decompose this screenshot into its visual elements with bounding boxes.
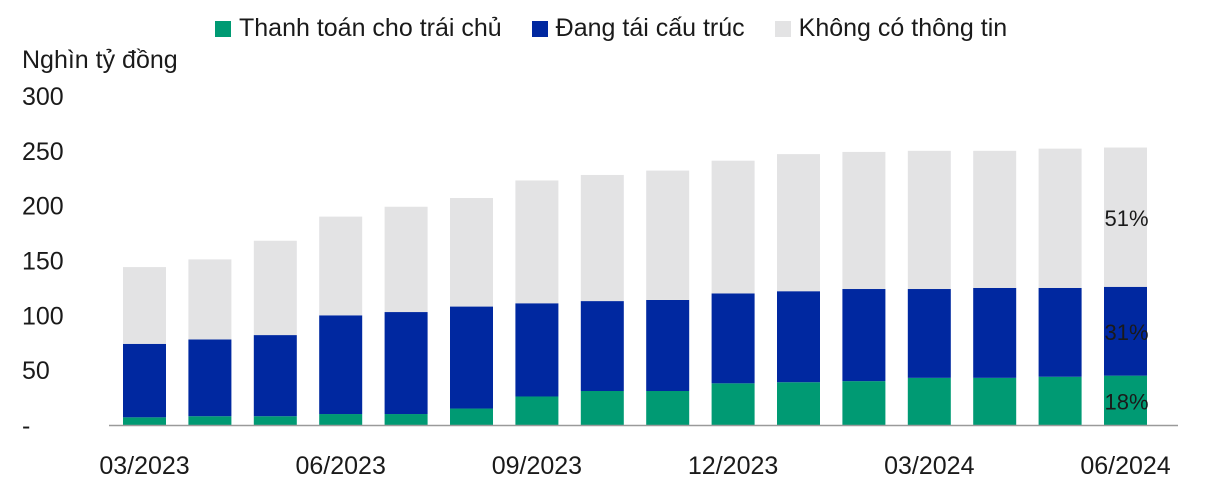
bar-segment-series-2 [580,174,624,302]
bar-segment-series-1 [123,343,166,418]
bar-segment-series-1 [1038,287,1082,377]
bar-segment-series-1 [646,299,690,392]
bar-segment-series-1 [907,289,951,378]
legend-swatch-no-info [774,20,791,37]
bar-segment-series-0 [515,396,559,425]
bar-segment-series-0 [646,391,690,425]
bar-segment-series-1 [842,289,886,382]
bar-segment-series-1 [1104,286,1147,376]
y-tick-label: 250 [22,138,64,166]
bar-segment-series-2 [188,259,232,340]
bar-segment-series-1 [384,312,428,415]
x-tick-label: 03/2023 [99,452,189,480]
y-tick-label: 50 [22,357,50,385]
legend-label-payment: Thanh toán cho trái chủ [239,14,502,42]
y-tick-label: - [22,412,30,440]
bar-segment-series-2 [711,160,755,294]
bar-segment-series-2 [777,154,820,292]
bar-segment-series-1 [188,339,232,417]
bar-segment-series-0 [188,416,232,425]
legend-item-no-info: Không có thông tin [774,14,1008,43]
legend-swatch-payment [215,20,231,37]
x-tick-label: 06/2023 [296,452,386,480]
bar-segment-series-0 [907,377,951,425]
bar-segment-series-2 [646,170,690,300]
bar-segment-series-2 [515,180,559,304]
legend: Thanh toán cho trái chủ Đang tái cấu trú… [215,14,1007,43]
y-axis-label: Nghìn tỷ đồng [22,46,178,74]
bar-segment-series-1 [580,301,624,392]
bar-segment-series-2 [1104,147,1147,287]
x-tick-label: 09/2023 [492,452,582,480]
bar-segment-series-0 [777,382,820,425]
bar-segment-series-0 [711,383,755,425]
x-tick-label: 06/2024 [1080,452,1170,480]
data-label-percent: 51% [1104,206,1148,231]
bar-segment-series-2 [907,150,951,290]
bar-segment-series-0 [123,417,166,425]
bar-segment-series-0 [319,414,363,425]
bar-segment-series-0 [1104,375,1147,425]
legend-label-restructuring: Đang tái cấu trúc [555,14,745,42]
bar-segment-series-0 [842,381,886,425]
y-tick-label: 150 [22,248,64,276]
bar-segment-series-2 [842,151,886,290]
bar-segment-series-0 [1038,376,1082,425]
bar-segment-series-2 [384,206,428,313]
bar-segment-series-0 [580,391,624,425]
bar-segment-series-2 [973,150,1017,288]
bar-segment-series-1 [253,335,297,417]
bar-segment-series-2 [1038,148,1082,288]
bar-segment-series-2 [319,216,363,316]
bar-segment-series-1 [319,315,363,415]
bar-segment-series-2 [123,267,166,344]
legend-item-payment: Thanh toán cho trái chủ [215,14,502,43]
bar-segment-series-1 [711,293,755,384]
bar-segment-series-0 [450,408,493,425]
legend-item-restructuring: Đang tái cấu trúc [531,14,745,43]
bar-segment-series-2 [253,240,297,336]
bar-segment-series-1 [973,287,1017,378]
x-tick-label: 12/2023 [688,452,778,480]
legend-swatch-restructuring [531,20,548,37]
data-label-percent: 18% [1104,389,1148,414]
bar-segment-series-0 [384,414,428,425]
bar-segment-series-1 [777,291,820,383]
y-tick-label: 300 [22,83,64,111]
bar-segment-series-0 [253,416,297,425]
bar-segment-series-0 [973,377,1017,425]
y-tick-label: 100 [22,302,64,330]
x-tick-label: 03/2024 [884,452,974,480]
bar-segment-series-1 [450,306,493,409]
bar-segment-series-2 [450,197,493,307]
bar-segment-series-1 [515,303,559,397]
data-label-percent: 31% [1104,320,1148,345]
y-tick-label: 200 [22,193,64,221]
legend-label-no-info: Không có thông tin [798,14,1008,42]
